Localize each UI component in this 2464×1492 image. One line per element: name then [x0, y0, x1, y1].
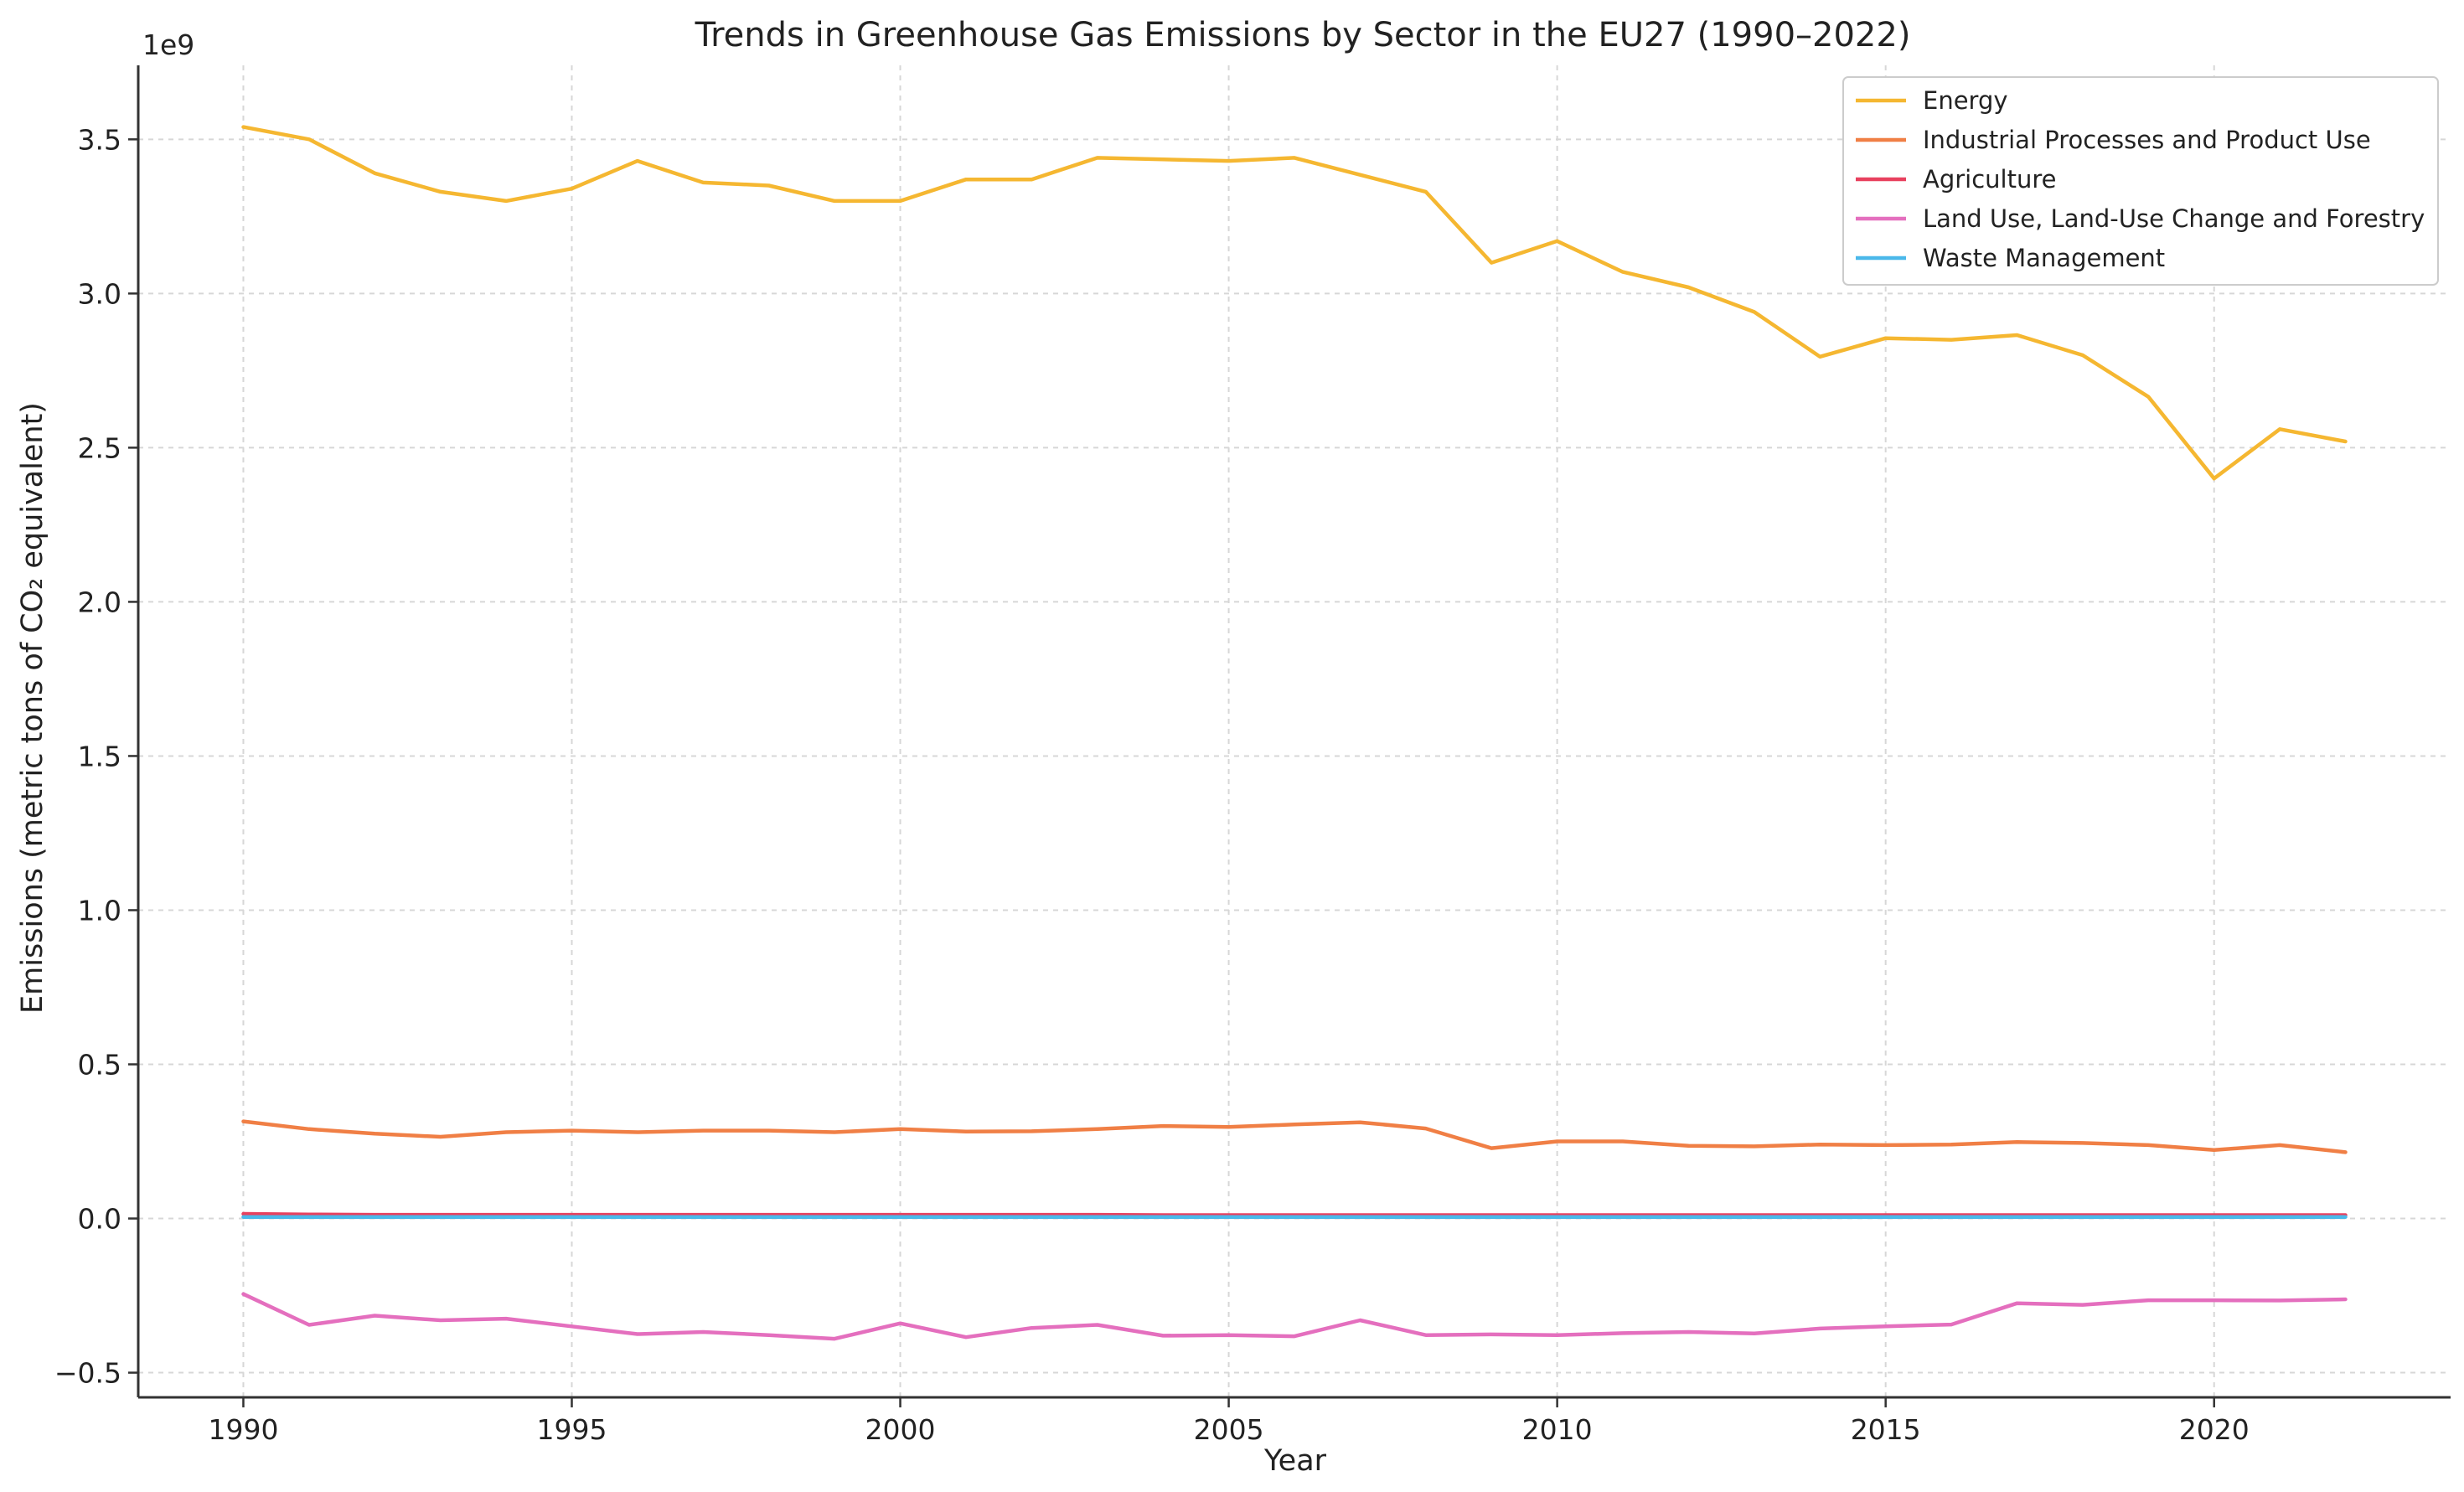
series-agriculture	[241, 1211, 2348, 1217]
series-land-use-land-use-change-and-forestry	[241, 1292, 2348, 1341]
axes	[137, 65, 2451, 1399]
x-tick-label: 2000	[865, 1413, 936, 1446]
legend-label: Agriculture	[1923, 165, 2057, 194]
legend-label: Land Use, Land-Use Change and Forestry	[1923, 204, 2425, 233]
axis-ticks: 1990 1995 2000 2005 2010 2015 2020 −0.5 0.0 0.5 1.…	[54, 123, 2250, 1446]
legend-item: Industrial Processes and Product Use	[1856, 126, 2371, 154]
legend-label: Waste Management	[1923, 244, 2165, 272]
x-tick-label: 2005	[1194, 1413, 1264, 1446]
y-tick-label: 3.5	[78, 123, 121, 156]
y-tick-label: 2.0	[78, 586, 121, 618]
legend-label: Industrial Processes and Product Use	[1923, 126, 2371, 154]
legend-item: Agriculture	[1856, 165, 2057, 194]
legend-item: Land Use, Land-Use Change and Forestry	[1856, 204, 2425, 233]
y-tick-label: 0.5	[78, 1049, 121, 1082]
y-axis-label: Emissions (metric tons of CO₂ equivalent…	[16, 402, 49, 1014]
x-tick-label: 1990	[208, 1413, 278, 1446]
y-tick-label: 3.0	[78, 277, 121, 310]
series-line	[241, 1211, 2348, 1217]
x-tick-label: 2020	[2179, 1413, 2250, 1446]
y-tick-label: 1.0	[78, 894, 121, 927]
legend-label: Energy	[1923, 86, 2008, 115]
legend: Energy Industrial Processes and Product U…	[1842, 76, 2439, 286]
y-tick-label: −0.5	[54, 1357, 121, 1390]
legend-item: Waste Management	[1856, 244, 2165, 272]
series-industrial-processes-and-product-use	[241, 1119, 2348, 1154]
x-tick-label: 2010	[1522, 1413, 1593, 1446]
series-energy	[241, 125, 2348, 481]
chart-title: Trends in Greenhouse Gas Emissions by Se…	[695, 16, 1911, 54]
series-lines	[241, 125, 2348, 1341]
y-axis-offset-label: 1e9	[142, 28, 194, 61]
y-tick-label: 0.0	[78, 1203, 121, 1236]
x-tick-label: 1995	[537, 1413, 607, 1446]
legend-box	[1842, 76, 2439, 286]
y-tick-label: 1.5	[78, 740, 121, 772]
legend-item: Energy	[1856, 86, 2008, 115]
y-tick-label: 2.5	[78, 431, 121, 464]
x-axis-label: Year	[1263, 1444, 1327, 1478]
x-tick-label: 2015	[1851, 1413, 1921, 1446]
